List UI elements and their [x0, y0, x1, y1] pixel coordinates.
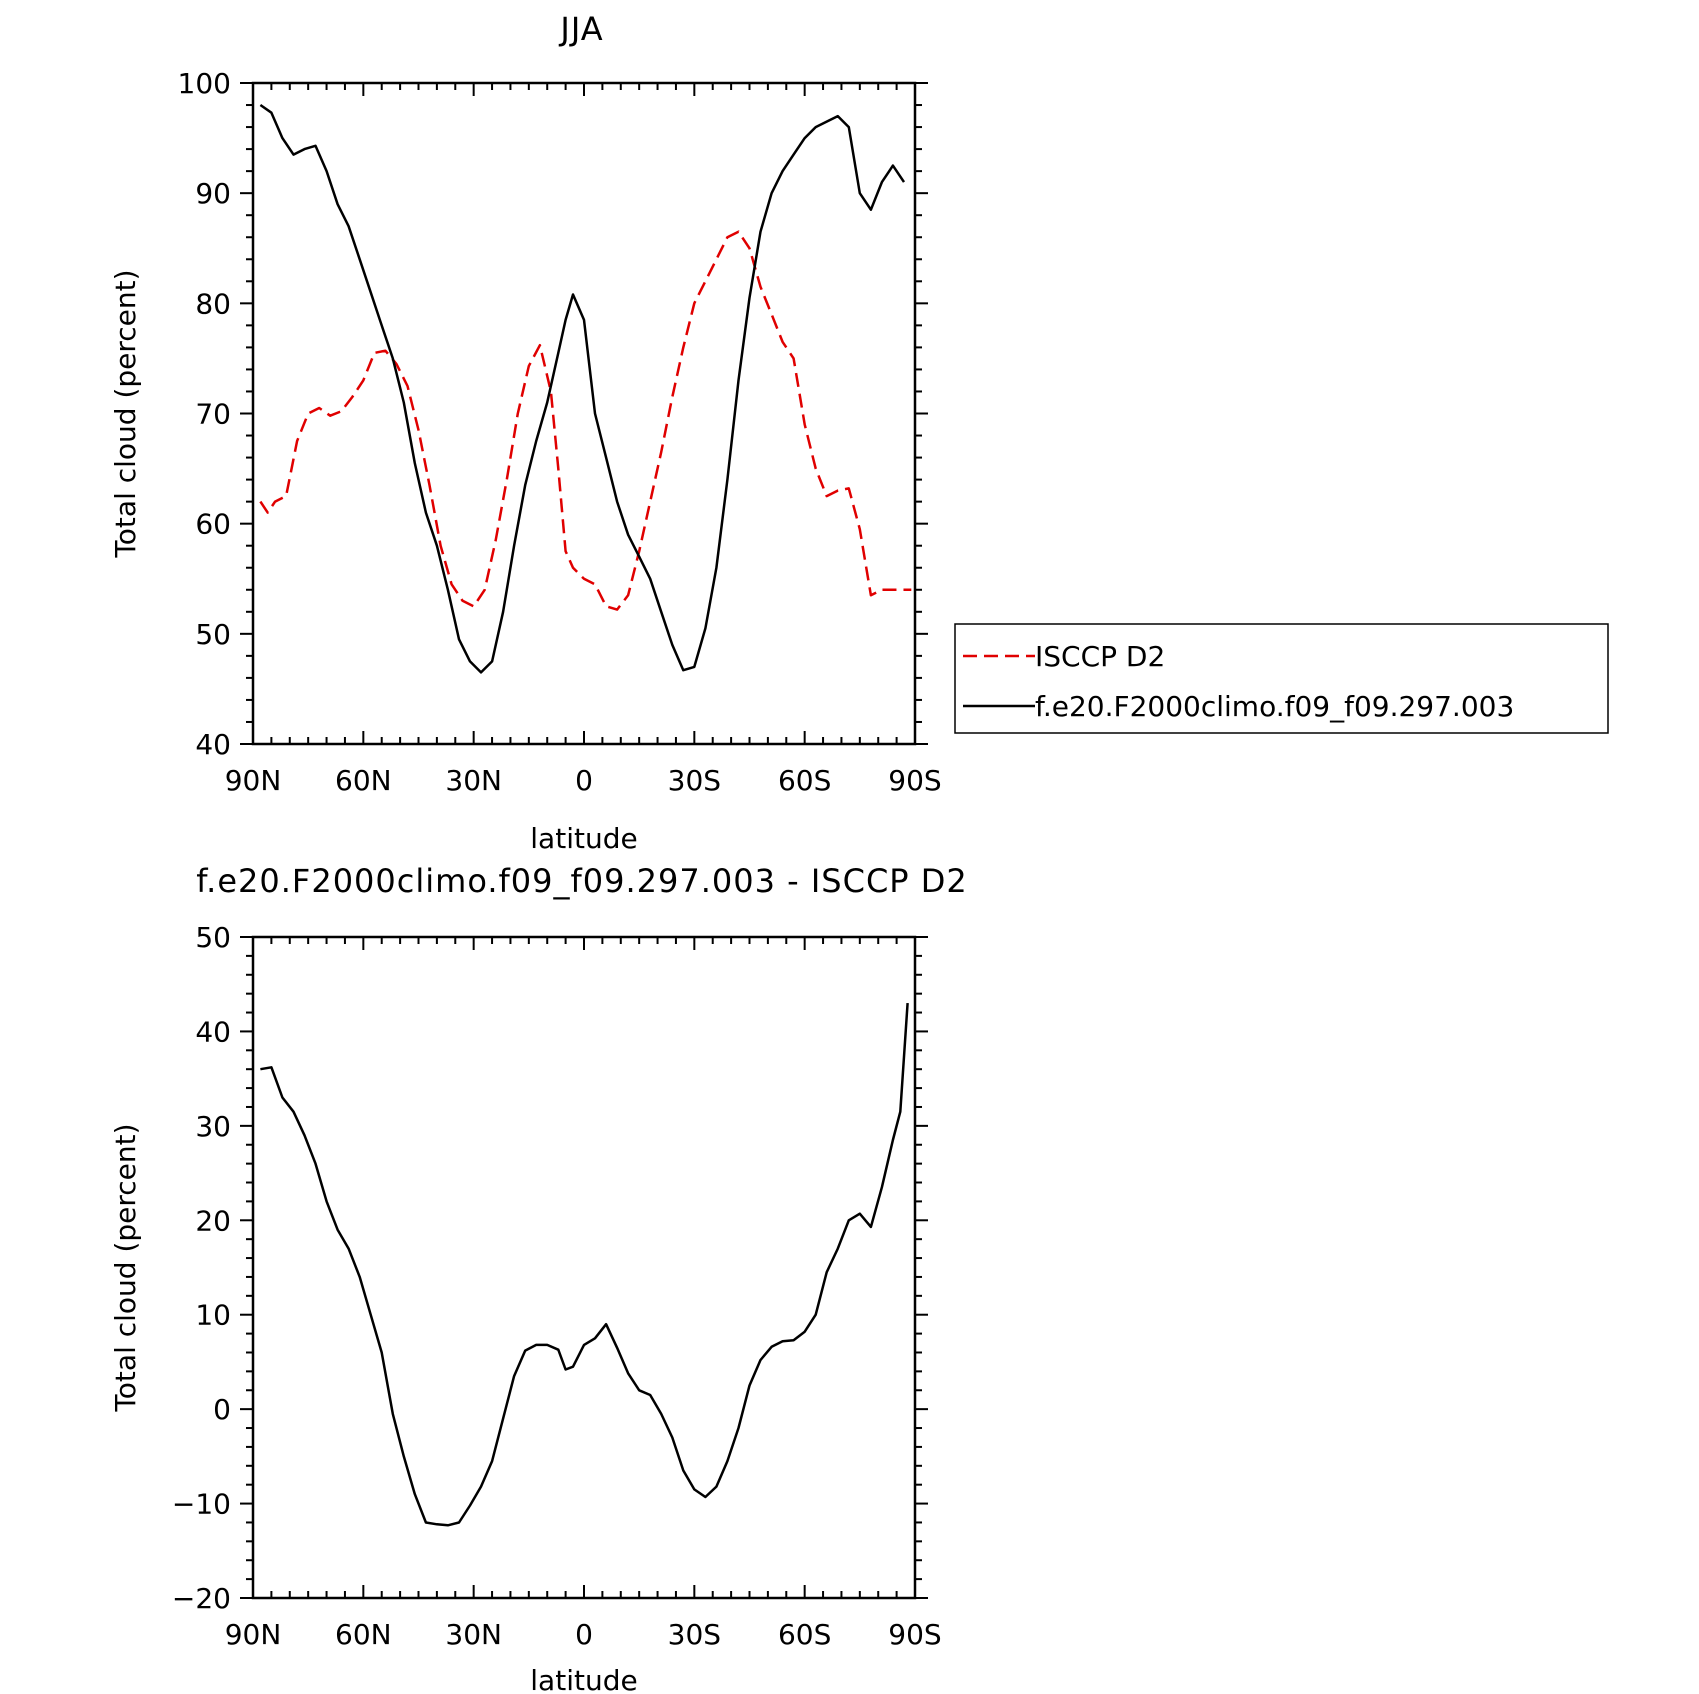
plot-frame — [251, 81, 917, 746]
y-tick-label: −10 — [172, 1488, 231, 1521]
y-tick-label: 30 — [195, 1110, 231, 1143]
plot-frame — [251, 935, 917, 1600]
series-line-observed — [259, 230, 912, 611]
bottom-panel: f.e20.F2000climo.f09_f09.297.003 - ISCCP… — [109, 862, 968, 1694]
y-tick-label: 50 — [195, 618, 231, 651]
y-tick-label: 40 — [195, 728, 231, 761]
x-tick-label: 0 — [575, 1618, 593, 1651]
x-tick-label: 30S — [668, 764, 721, 797]
x-tick-label: 90N — [225, 764, 282, 797]
x-tick-label: 90S — [888, 1618, 941, 1651]
chart-title: JJA — [558, 10, 603, 48]
y-tick-label: 80 — [195, 287, 231, 320]
y-tick-label: 90 — [195, 177, 231, 210]
x-tick-label: 60S — [778, 1618, 831, 1651]
y-tick-label: 0 — [213, 1393, 231, 1426]
y-tick-label: 100 — [178, 67, 231, 100]
x-axis-label: latitude — [530, 822, 637, 855]
chart-title: f.e20.F2000climo.f09_f09.297.003 - ISCCP… — [196, 862, 968, 900]
y-tick-label: 60 — [195, 508, 231, 541]
y-tick-label: 50 — [195, 921, 231, 954]
x-tick-label: 30S — [668, 1618, 721, 1651]
x-axis-label: latitude — [530, 1664, 637, 1694]
x-tick-label: 60S — [778, 764, 831, 797]
y-tick-label: −20 — [172, 1582, 231, 1615]
top-panel: JJA 90N 60N 30N 0 30S 60S 90S 100 90 80 70 60 50 40 lat… — [109, 10, 942, 855]
legend-box — [954, 623, 1609, 734]
x-tick-label: 0 — [575, 764, 593, 797]
legend: ISCCP D2 f.e20.F2000climo.f09_f09.297.003 — [954, 623, 1609, 734]
x-tick-label: 60N — [335, 764, 392, 797]
y-tick-label: 40 — [195, 1015, 231, 1048]
x-tick-label: 90S — [888, 764, 941, 797]
x-tick-label: 30N — [445, 764, 502, 797]
y-tick-label: 70 — [195, 398, 231, 431]
series-line-model — [259, 103, 906, 674]
y-tick-label: 10 — [195, 1299, 231, 1332]
y-tick-label: 20 — [195, 1204, 231, 1237]
x-tick-label: 90N — [225, 1618, 282, 1651]
y-axis-label: Total cloud (percent) — [109, 1123, 142, 1412]
legend-label: f.e20.F2000climo.f09_f09.297.003 — [1035, 690, 1514, 723]
series-line-model — [260, 1003, 909, 1527]
x-tick-label: 60N — [335, 1618, 392, 1651]
x-tick-label: 30N — [445, 1618, 502, 1651]
y-axis-label: Total cloud (percent) — [109, 269, 142, 558]
legend-label: ISCCP D2 — [1035, 640, 1165, 673]
